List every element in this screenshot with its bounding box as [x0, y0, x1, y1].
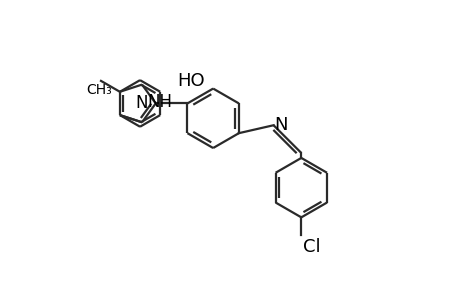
Text: HO: HO [177, 72, 205, 90]
Text: N: N [274, 116, 287, 134]
Text: NH: NH [147, 92, 172, 110]
Text: N: N [135, 94, 148, 112]
Text: CH₃: CH₃ [86, 83, 112, 97]
Text: Cl: Cl [302, 238, 320, 256]
